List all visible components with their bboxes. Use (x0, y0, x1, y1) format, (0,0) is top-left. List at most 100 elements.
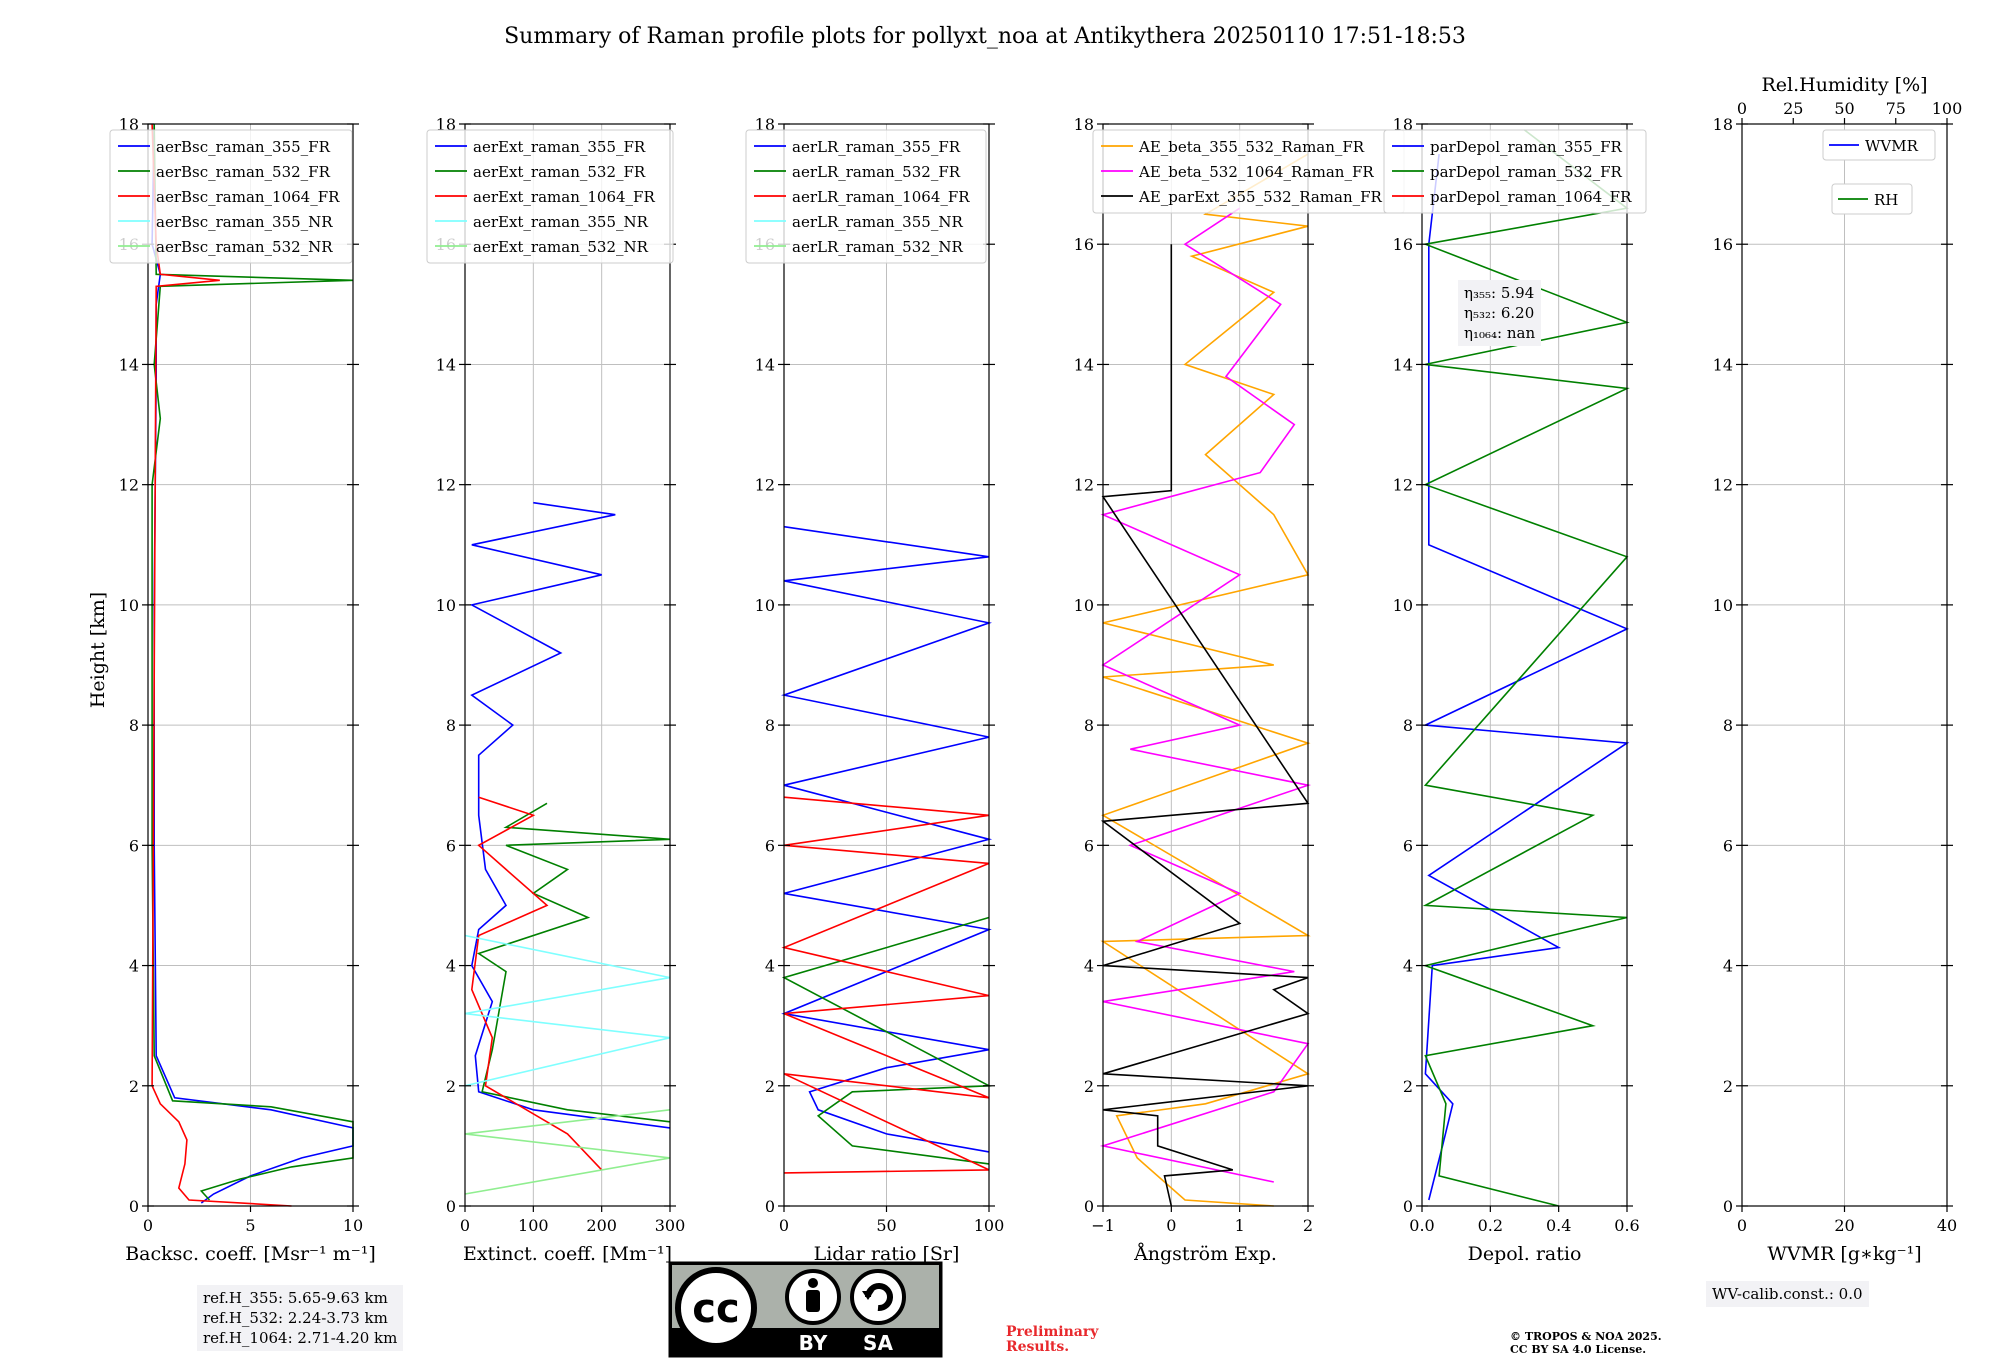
y-tick-label: 12 (755, 476, 775, 495)
x-tick-label: 100 (518, 1216, 549, 1235)
x-tick-label: 0 (143, 1216, 153, 1235)
legend-label: aerBsc_raman_355_FR (156, 138, 331, 156)
legend-frame (1822, 129, 1936, 161)
x-tick-label: 0 (460, 1216, 470, 1235)
x-axis-label: Depol. ratio (1468, 1243, 1582, 1265)
y-tick-label: 12 (1074, 476, 1094, 495)
top-tick-label: 100 (1932, 99, 1963, 118)
legend-frame (1831, 183, 1913, 215)
series-line-parDepol_raman_532_FR (1422, 129, 1630, 1207)
y-tick-label: 14 (755, 355, 775, 374)
legend: aerBsc_raman_355_FR aerBsc_raman_532_FRae… (109, 129, 353, 264)
copyright-notice: © TROPOS & NOA 2025. CC BY SA 4.0 Licens… (1510, 1330, 1662, 1356)
y-tick-label: 6 (1084, 836, 1094, 855)
cc-by-sa-logo: cc BY SA (668, 1261, 943, 1358)
y-tick-label: 4 (446, 957, 456, 976)
y-tick-label: 4 (1084, 957, 1094, 976)
legend-label: RH (1874, 191, 1898, 209)
series-line-AE_beta_355_532_Raman_FR (1100, 153, 1311, 1207)
y-axis-label: Height [km] (87, 592, 109, 708)
y-tick-label: 18 (436, 115, 456, 134)
preliminary-line-1: Preliminary (1006, 1324, 1099, 1340)
y-tick-label: 8 (1084, 716, 1094, 735)
legend-frame (1383, 129, 1647, 214)
legend-label: aerExt_raman_1064_FR (473, 188, 655, 206)
subplot-2: 0246810121416180100200300Extinct. coeff.… (426, 115, 685, 1265)
x-tick-label: 0.0 (1409, 1216, 1434, 1235)
y-tick-label: 12 (1393, 476, 1413, 495)
y-tick-label: 8 (765, 716, 775, 735)
y-tick-label: 0 (1723, 1197, 1733, 1216)
preliminary-line-2: Results. (1006, 1339, 1070, 1355)
y-tick-label: 2 (1403, 1077, 1413, 1096)
reference-heights: ref.H_355: 5.65-9.63 km ref.H_532: 2.24-… (197, 1285, 404, 1351)
y-tick-label: 14 (1713, 355, 1733, 374)
y-tick-label: 6 (1403, 836, 1413, 855)
x-tick-label: 20 (1834, 1216, 1854, 1235)
series-line-aerBsc_raman_355_FR (151, 123, 354, 1204)
series-line-aerExt_raman_355_FR (469, 501, 671, 1129)
eta-annotation: η₃₅₅: 5.94 η₅₃₂: 6.20 η₁₀₆₄: nan (1458, 280, 1542, 346)
sa-label: SA (863, 1331, 893, 1355)
y-tick-label: 12 (436, 476, 456, 495)
y-tick-label: 8 (1723, 716, 1733, 735)
legend-RH: RH (1831, 183, 1913, 215)
legend-frame (745, 129, 987, 264)
legend-label: AE_beta_532_1064_Raman_FR (1138, 163, 1374, 181)
y-tick-label: 14 (1393, 355, 1413, 374)
subplot-grid: 0246810121416180510Backsc. coeff. [Msr⁻¹… (109, 74, 1963, 1265)
y-tick-label: 2 (1723, 1077, 1733, 1096)
legend: AE_beta_355_532_Raman_FR AE_beta_532_1064… (1092, 129, 1405, 214)
ref-height-355: ref.H_355: 5.65-9.63 km (203, 1289, 388, 1307)
legend-label: aerLR_raman_355_NR (792, 213, 963, 231)
series-group (151, 123, 354, 1207)
eta-1064: η₁₀₆₄: nan (1464, 324, 1536, 342)
legend-label: AE_parExt_355_532_Raman_FR (1138, 188, 1383, 206)
x-tick-label: 5 (245, 1216, 255, 1235)
sa-share-icon (850, 1269, 906, 1325)
series-line-aerBsc_raman_532_FR (151, 123, 354, 1201)
series-group (464, 501, 671, 1195)
y-tick-label: 10 (119, 596, 139, 615)
subplot-3: 024681012141618050100Lidar ratio [Sr]aer… (745, 115, 1004, 1265)
y-tick-label: 18 (755, 115, 775, 134)
preliminary-notice: Preliminary Results. (1006, 1325, 1098, 1355)
series-line-aerExt_raman_355_NR (464, 934, 671, 1087)
x-tick-label: 0 (1737, 1216, 1747, 1235)
x-axis-label: Ångström Exp. (1133, 1243, 1277, 1265)
legend-label: aerBsc_raman_532_NR (156, 238, 333, 256)
y-tick-label: 2 (1084, 1077, 1094, 1096)
axes-frame (1102, 123, 1309, 1207)
y-tick-label: 18 (1713, 115, 1733, 134)
series-line-AE_parExt_355_532_Raman_FR (1100, 244, 1310, 1207)
y-tick-label: 4 (765, 957, 775, 976)
eta-532: η₅₃₂: 6.20 (1464, 304, 1535, 322)
x-tick-label: 50 (876, 1216, 896, 1235)
y-tick-label: 10 (1074, 596, 1094, 615)
legend-label: aerLR_raman_532_NR (792, 238, 963, 256)
by-person-head (808, 1278, 818, 1288)
legend-label: aerExt_raman_532_NR (473, 238, 649, 256)
sa-arrow-head (862, 1291, 874, 1300)
eta-355: η₃₅₅: 5.94 (1464, 284, 1535, 302)
y-tick-label: 4 (129, 957, 139, 976)
top-tick-label: 50 (1834, 99, 1854, 118)
y-tick-label: 14 (436, 355, 456, 374)
ref-height-1064: ref.H_1064: 2.71-4.20 km (203, 1329, 398, 1347)
series-group (1099, 153, 1312, 1207)
y-tick-label: 8 (1403, 716, 1413, 735)
copyright-line-1: © TROPOS & NOA 2025. (1510, 1330, 1662, 1343)
legend-label: aerLR_raman_355_FR (792, 138, 961, 156)
cc-circle (675, 1267, 757, 1349)
copyright-line-2: CC BY SA 4.0 License. (1510, 1343, 1647, 1356)
x-axis-label: Extinct. coeff. [Mm⁻¹] (463, 1243, 672, 1265)
y-tick-label: 10 (755, 596, 775, 615)
y-tick-label: 6 (129, 836, 139, 855)
y-tick-label: 16 (1074, 235, 1094, 254)
y-tick-label: 6 (765, 836, 775, 855)
axes-frame (1421, 123, 1628, 1207)
legend: parDepol_raman_355_FR parDepol_raman_532_… (1383, 129, 1647, 214)
